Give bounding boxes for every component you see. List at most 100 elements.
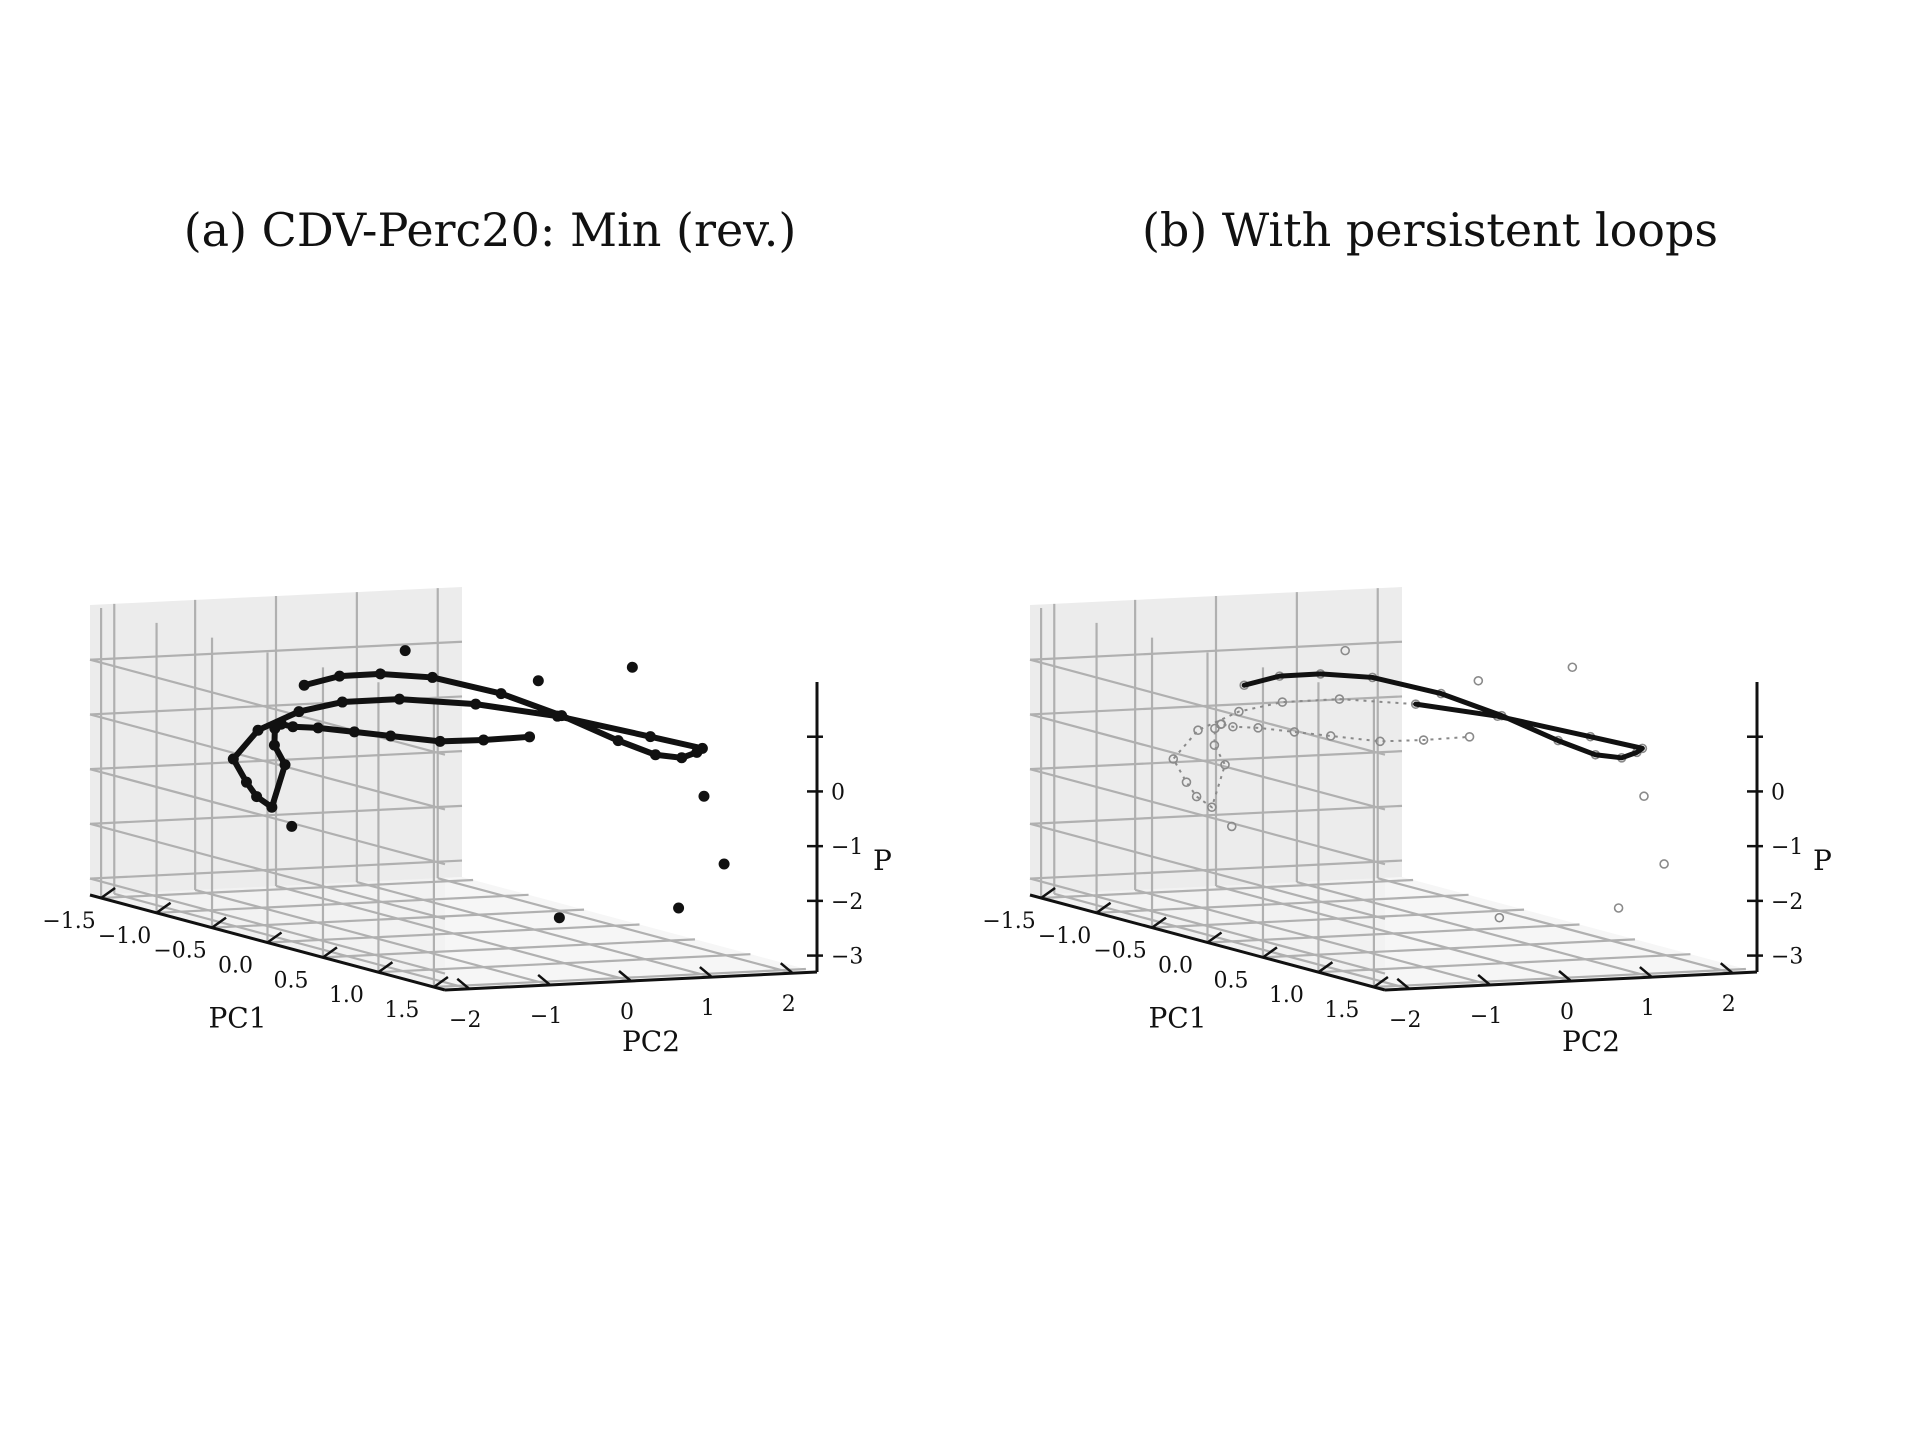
pc2-tick-label: −1	[1470, 1004, 1502, 1029]
data-point	[1193, 725, 1203, 736]
grid-line	[89, 713, 446, 811]
grid-line	[89, 859, 463, 880]
data-point	[1473, 675, 1484, 686]
pc2-tick-label: 2	[1722, 992, 1736, 1017]
grid-line	[356, 881, 713, 979]
grid-line	[194, 888, 551, 986]
data-point	[673, 902, 685, 914]
grid-line	[1029, 750, 1403, 771]
grid-line	[113, 892, 470, 990]
pc2-tick-label: 0	[1560, 1000, 1574, 1025]
data-point	[1220, 759, 1230, 770]
pc1-tick-label: 0.0	[1158, 954, 1193, 979]
pc1-tick-label: −0.5	[153, 939, 206, 964]
pc1-tick	[377, 961, 394, 974]
grid-line	[275, 884, 632, 983]
p-tick-label: −2	[1771, 890, 1803, 915]
pc2-tick-label: 1	[1641, 996, 1655, 1021]
pc2-tick	[779, 962, 794, 975]
pc2-tick	[1639, 966, 1653, 979]
p-tick-label: 0	[1771, 780, 1785, 805]
grid-line	[1029, 822, 1386, 920]
pc1-axis-line	[89, 893, 446, 992]
pc1-tick	[1206, 931, 1223, 944]
grid-line	[89, 750, 463, 771]
data-point	[1639, 791, 1649, 802]
data-point	[1659, 859, 1669, 869]
panel-a-title: (a) CDV-Perc20: Min (rev.)	[183, 203, 797, 257]
pc2-tick	[1396, 977, 1411, 990]
data-point	[1168, 754, 1179, 764]
data-point	[1234, 706, 1244, 717]
pc2-tick	[1719, 962, 1734, 975]
pc1-tick	[100, 886, 116, 899]
data-points	[227, 645, 730, 924]
p-tick-label: −3	[831, 945, 863, 970]
data-point	[1226, 821, 1237, 832]
pc1-axis-line	[1029, 893, 1386, 992]
grid-line	[1377, 877, 1734, 975]
data-point	[1613, 903, 1624, 913]
pc1-tick	[1262, 946, 1278, 959]
pc2-tick-label: 0	[620, 1000, 634, 1025]
data-point	[532, 675, 544, 687]
pc1-tick	[1373, 976, 1389, 989]
grid-line	[89, 877, 446, 975]
data-point	[1191, 791, 1202, 802]
p-tick-label: 0	[831, 780, 845, 805]
data-point	[1494, 912, 1505, 923]
data-point	[698, 790, 710, 802]
data-point	[1418, 735, 1429, 745]
pc2-tick	[699, 966, 713, 979]
p-tick-label: −3	[1771, 945, 1803, 970]
grid-line	[89, 822, 446, 920]
data-point	[1207, 802, 1217, 813]
data-point	[1289, 727, 1300, 737]
data-point	[1253, 723, 1263, 733]
pc1-tick-label: −1.5	[42, 909, 95, 934]
p-tick-label: −1	[1771, 835, 1803, 860]
pc2-tick-label: 2	[782, 992, 796, 1017]
pc1-tick-label: −1.0	[98, 924, 151, 949]
data-point	[1181, 777, 1192, 787]
grid-line	[1029, 877, 1386, 975]
panel-b-title: (b) With persistent loops	[1141, 203, 1719, 257]
pc2-tick	[537, 973, 551, 986]
p-tick-label: −2	[831, 890, 863, 915]
grid-line	[89, 640, 463, 661]
grid-line	[1215, 884, 1572, 983]
grid-line	[1029, 859, 1403, 880]
data-point	[1228, 721, 1238, 732]
data-point	[1567, 662, 1578, 673]
pc1-tick-label: 0.5	[1213, 968, 1248, 993]
pc1-tick	[322, 946, 338, 959]
pc1-tick	[1040, 886, 1056, 899]
pc1-tick	[266, 931, 283, 944]
tick-labels: −1.5−1.0−0.5 0.0 0.5 1.0 1.5 −2 −1 0 1 2 −3 −2 −1 0	[42, 735, 863, 1033]
pc1-tick	[1317, 961, 1334, 974]
data-point	[399, 645, 411, 657]
grid-line	[1029, 640, 1403, 661]
pc2-tick	[456, 977, 471, 990]
grid-line	[1296, 881, 1653, 979]
grid-line	[1029, 768, 1386, 866]
data-points	[1168, 645, 1669, 923]
pc1-tick-label: −1.0	[1038, 924, 1091, 949]
data-point	[1334, 694, 1345, 704]
pc2-tick-label: 1	[701, 996, 715, 1021]
grid-line	[1053, 892, 1410, 990]
pc1-tick-label: 1.0	[329, 983, 364, 1008]
grid-line	[1134, 888, 1491, 986]
pc2-axis-title: PC2	[622, 1025, 680, 1058]
pc2-tick-label: −1	[530, 1004, 562, 1029]
pc2-tick-label: −2	[449, 1008, 481, 1033]
grid-line	[1029, 804, 1403, 825]
panel-a-3d-scatter: −1.5−1.0−0.50.00.51.01.5 −2 −1 0 1 2−3−2−10PC…	[42, 587, 892, 1058]
pc2-axis-title: PC2	[1562, 1025, 1620, 1058]
tick-labels: −1.5−1.0−0.5 0.0 0.5 1.0 1.5 −2 −1 0 1 2 −3 −2 −1 0	[982, 735, 1803, 1033]
data-point	[1340, 645, 1350, 656]
pc1-axis-title: PC1	[1148, 1002, 1206, 1035]
axes-panes	[90, 587, 817, 990]
p-axis-title: P	[1813, 844, 1832, 877]
